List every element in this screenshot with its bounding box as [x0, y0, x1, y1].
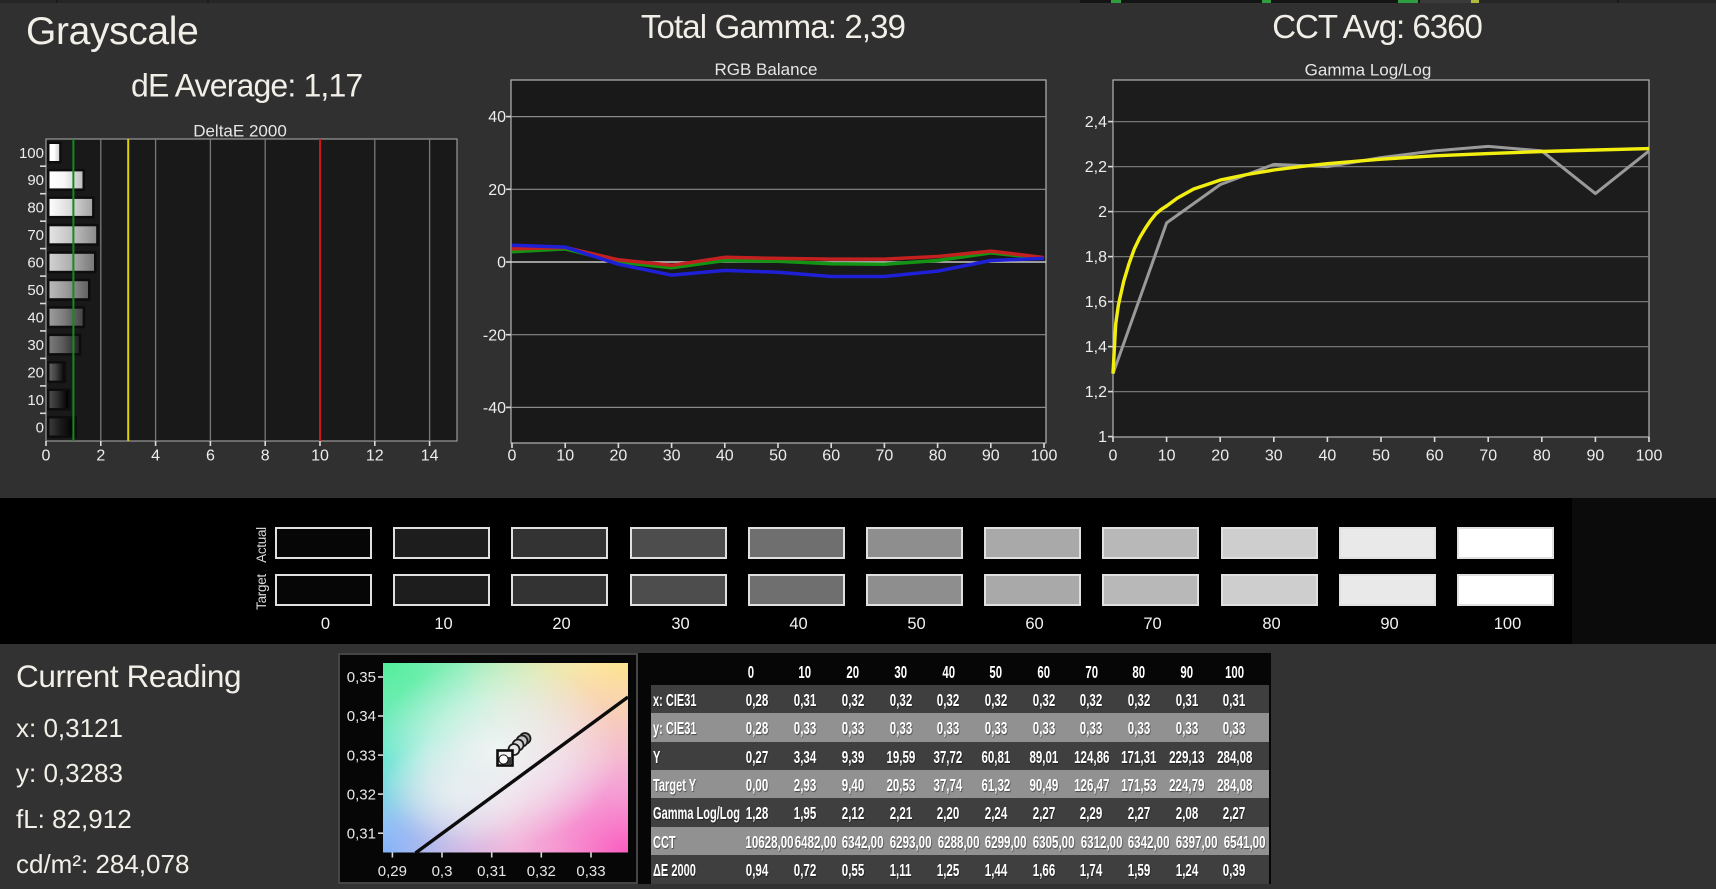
svg-text:DeltaE 2000: DeltaE 2000 — [193, 122, 287, 141]
svg-text:20: 20 — [1211, 448, 1229, 465]
svg-text:0,34: 0,34 — [347, 708, 376, 725]
svg-text:70: 70 — [27, 227, 44, 244]
svg-text:40: 40 — [716, 448, 734, 465]
svg-text:2,2: 2,2 — [1085, 159, 1107, 176]
svg-text:100: 100 — [1031, 448, 1058, 465]
svg-text:80: 80 — [929, 448, 947, 465]
svg-text:RGB Balance: RGB Balance — [715, 60, 818, 79]
svg-text:70: 70 — [876, 448, 894, 465]
svg-text:Gamma Log/Log: Gamma Log/Log — [1305, 61, 1432, 80]
svg-text:4: 4 — [151, 448, 160, 465]
svg-text:20: 20 — [488, 182, 506, 199]
svg-text:0,33: 0,33 — [576, 863, 605, 880]
svg-text:0: 0 — [36, 419, 44, 436]
svg-text:10: 10 — [311, 448, 329, 465]
svg-text:100: 100 — [19, 145, 44, 162]
svg-text:Total Gamma: 2,39: Total Gamma: 2,39 — [641, 8, 905, 45]
svg-text:30: 30 — [663, 448, 681, 465]
svg-text:14: 14 — [421, 448, 439, 465]
svg-text:90: 90 — [982, 448, 1000, 465]
svg-text:30: 30 — [1265, 448, 1283, 465]
svg-text:0: 0 — [42, 448, 51, 465]
svg-text:0,32: 0,32 — [527, 863, 556, 880]
svg-text:6: 6 — [206, 448, 215, 465]
svg-text:0,31: 0,31 — [477, 863, 506, 880]
svg-text:Grayscale: Grayscale — [26, 10, 198, 53]
svg-text:1,2: 1,2 — [1085, 384, 1107, 401]
svg-text:0,35: 0,35 — [347, 669, 376, 686]
svg-text:80: 80 — [1533, 448, 1551, 465]
svg-text:100: 100 — [1636, 448, 1663, 465]
svg-text:50: 50 — [769, 448, 787, 465]
svg-text:dE Average: 1,17: dE Average: 1,17 — [131, 68, 362, 104]
svg-text:40: 40 — [488, 109, 506, 126]
svg-text:40: 40 — [1319, 448, 1337, 465]
svg-text:20: 20 — [610, 448, 628, 465]
svg-text:50: 50 — [27, 282, 44, 299]
svg-text:0: 0 — [497, 255, 506, 272]
svg-text:2,4: 2,4 — [1085, 114, 1107, 131]
svg-text:2: 2 — [1098, 204, 1107, 221]
svg-text:0,31: 0,31 — [347, 825, 376, 842]
svg-text:10: 10 — [1158, 448, 1176, 465]
svg-text:CCT Avg: 6360: CCT Avg: 6360 — [1272, 8, 1482, 45]
svg-text:1,8: 1,8 — [1085, 249, 1107, 266]
svg-text:30: 30 — [27, 337, 44, 354]
svg-text:60: 60 — [1426, 448, 1444, 465]
svg-text:0,3: 0,3 — [432, 863, 453, 880]
svg-text:10: 10 — [27, 392, 44, 409]
svg-text:80: 80 — [27, 200, 44, 217]
svg-text:1: 1 — [1098, 429, 1107, 446]
svg-text:70: 70 — [1479, 448, 1497, 465]
svg-text:0: 0 — [508, 448, 517, 465]
svg-text:1,6: 1,6 — [1085, 294, 1107, 311]
svg-text:20: 20 — [27, 364, 44, 381]
svg-text:-20: -20 — [483, 327, 506, 344]
svg-text:90: 90 — [1587, 448, 1605, 465]
svg-text:40: 40 — [27, 310, 44, 327]
svg-text:-40: -40 — [483, 400, 506, 417]
svg-text:2: 2 — [96, 448, 105, 465]
svg-text:12: 12 — [366, 448, 384, 465]
svg-text:0: 0 — [1109, 448, 1118, 465]
svg-text:60: 60 — [822, 448, 840, 465]
svg-text:90: 90 — [27, 172, 44, 189]
svg-text:0,33: 0,33 — [347, 747, 376, 764]
svg-text:1,4: 1,4 — [1085, 339, 1107, 356]
svg-text:0,29: 0,29 — [378, 863, 407, 880]
svg-text:8: 8 — [261, 448, 270, 465]
svg-text:60: 60 — [27, 255, 44, 272]
svg-text:10: 10 — [556, 448, 574, 465]
svg-text:50: 50 — [1372, 448, 1390, 465]
svg-text:0,32: 0,32 — [347, 786, 376, 803]
